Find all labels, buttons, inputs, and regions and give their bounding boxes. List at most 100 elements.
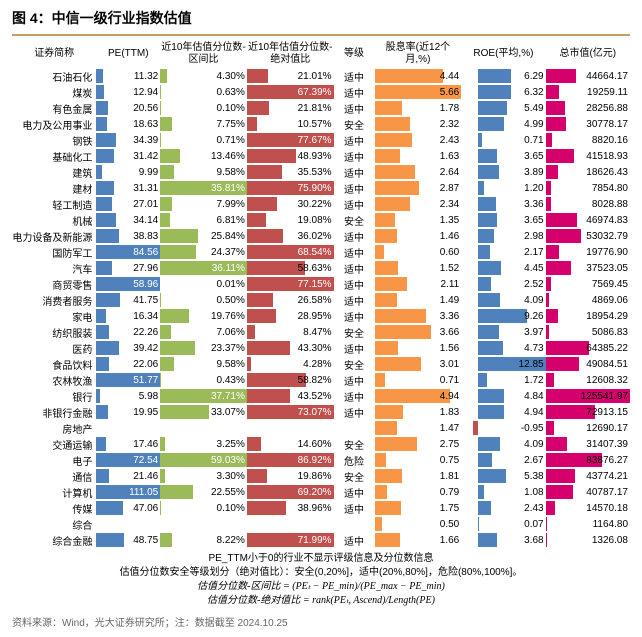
industry-name: 非银行金融: [12, 404, 96, 420]
level: 适中: [334, 388, 375, 404]
footnote: 估值分位数-区间比 = (PEₜ − PE_min)/(PE_max − PE_…: [12, 580, 630, 594]
col-header: 近10年估值分位数-绝对值比: [247, 40, 334, 68]
table-row: 非银行金融19.9533.07%73.07%适中1.834.9472913.15: [12, 404, 630, 420]
level: 安全: [334, 212, 375, 228]
table-row: 交通运输17.463.25%14.60%安全2.754.0931407.39: [12, 436, 630, 452]
footer-notes: PE_TTM小于0的行业不显示评级信息及分位数信息估值分位数安全等级划分（绝对值…: [12, 552, 630, 608]
top-rule: [12, 34, 630, 36]
industry-name: 机械: [12, 212, 96, 228]
industry-name: 商贸零售: [12, 276, 96, 292]
industry-name: 银行: [12, 388, 96, 404]
table-header: 证券简称PE(TTM)近10年估值分位数-区间比近10年估值分位数-绝对值比等级…: [12, 40, 630, 68]
level: 安全: [334, 436, 375, 452]
industry-name: 综合: [12, 516, 96, 532]
valuation-table: 证券简称PE(TTM)近10年估值分位数-区间比近10年估值分位数-绝对值比等级…: [12, 40, 630, 548]
table-row: 汽车27.9636.11%58.63%适中1.524.4537523.05: [12, 260, 630, 276]
table-row: 建材31.3135.81%75.90%适中2.871.207854.80: [12, 180, 630, 196]
table-row: 家电16.3419.76%28.95%适中3.369.2618954.29: [12, 308, 630, 324]
industry-name: 消费者服务: [12, 292, 96, 308]
industry-name: 电力设备及新能源: [12, 228, 96, 244]
industry-name: 医药: [12, 340, 96, 356]
table-row: 煤炭12.940.63%67.39%适中5.666.3219259.11: [12, 84, 630, 100]
col-header: PE(TTM): [96, 40, 160, 68]
level: 适中: [334, 372, 375, 388]
industry-name: 食品饮料: [12, 356, 96, 372]
level: 适中: [334, 308, 375, 324]
level: 适中: [334, 276, 375, 292]
col-header: 股息率(近12个月,%): [375, 40, 462, 68]
table-row: 食品饮料22.069.58%4.28%安全3.0112.8549084.51: [12, 356, 630, 372]
table-row: 有色金属20.560.10%21.81%适中1.785.4928256.88: [12, 100, 630, 116]
table-row: 钢铁34.390.71%77.67%适中2.430.718820.16: [12, 132, 630, 148]
level: 适中: [334, 484, 375, 500]
industry-name: 电子: [12, 452, 96, 468]
table-row: 电子72.5459.03%86.92%危险0.752.6783876.27: [12, 452, 630, 468]
col-header: 近10年估值分位数-区间比: [160, 40, 247, 68]
footnote: PE_TTM小于0的行业不显示评级信息及分位数信息: [12, 552, 630, 566]
table-row: 综合金融48.758.22%71.99%适中1.663.681326.08: [12, 532, 630, 548]
table-row: 建筑9.999.58%35.53%适中2.643.8918626.43: [12, 164, 630, 180]
level: 适中: [334, 164, 375, 180]
col-header: 总市值(亿元): [546, 40, 630, 68]
industry-name: 计算机: [12, 484, 96, 500]
table-row: 机械34.146.81%19.08%安全1.353.6546974.83: [12, 212, 630, 228]
table-row: 电力及公用事业18.637.75%10.57%安全2.324.9930778.1…: [12, 116, 630, 132]
table-row: 商贸零售58.960.01%77.15%适中2.112.527569.45: [12, 276, 630, 292]
table-row: 医药39.4223.37%43.30%适中1.564.7364385.22: [12, 340, 630, 356]
table-row: 石油石化11.324.30%21.01%适中4.446.2944664.17: [12, 68, 630, 84]
level: 适中: [334, 244, 375, 260]
table-row: 国防军工84.5624.37%68.54%适中0.602.1719776.90: [12, 244, 630, 260]
industry-name: 农林牧渔: [12, 372, 96, 388]
level: 适中: [334, 340, 375, 356]
industry-name: 建筑: [12, 164, 96, 180]
table-row: 农林牧渔51.770.43%58.82%适中0.711.7212608.32: [12, 372, 630, 388]
industry-name: 通信: [12, 468, 96, 484]
level: 适中: [334, 180, 375, 196]
level: 适中: [334, 196, 375, 212]
table-row: 综合0.500.071164.80: [12, 516, 630, 532]
industry-name: 汽车: [12, 260, 96, 276]
industry-name: 建材: [12, 180, 96, 196]
table-row: 消费者服务41.750.50%26.58%适中1.494.094869.06: [12, 292, 630, 308]
level: [334, 420, 375, 436]
footnote: 估值分位数安全等级划分（绝对值比）：安全(0,20%]，适中(20%,80%]，…: [12, 566, 630, 580]
industry-name: 传媒: [12, 500, 96, 516]
level: 适中: [334, 500, 375, 516]
level: 危险: [334, 452, 375, 468]
industry-name: 综合金融: [12, 532, 96, 548]
col-header: ROE(平均,%): [461, 40, 545, 68]
table-row: 通信21.463.30%19.86%安全1.815.3843774.21: [12, 468, 630, 484]
level: [334, 516, 375, 532]
table-row: 计算机111.0522.55%69.20%适中0.791.0840787.17: [12, 484, 630, 500]
level: 适中: [334, 228, 375, 244]
industry-name: 交通运输: [12, 436, 96, 452]
col-header: 证券简称: [12, 40, 96, 68]
table-row: 电力设备及新能源38.8325.84%36.02%适中1.462.9853032…: [12, 228, 630, 244]
table-row: 房地产1.47-0.9512690.17: [12, 420, 630, 436]
industry-name: 轻工制造: [12, 196, 96, 212]
level: 适中: [334, 132, 375, 148]
level: 安全: [334, 324, 375, 340]
chart-title: 图 4：中信一级行业指数估值: [12, 8, 630, 28]
level: 适中: [334, 532, 375, 548]
industry-name: 纺织服装: [12, 324, 96, 340]
level: 适中: [334, 100, 375, 116]
table-row: 传媒47.060.10%38.96%适中1.752.4314570.18: [12, 500, 630, 516]
chart-container: 图 4：中信一级行业指数估值 证券简称PE(TTM)近10年估值分位数-区间比近…: [0, 0, 642, 637]
level: 适中: [334, 148, 375, 164]
industry-name: 煤炭: [12, 84, 96, 100]
industry-name: 有色金属: [12, 100, 96, 116]
level: 适中: [334, 404, 375, 420]
industry-name: 国防军工: [12, 244, 96, 260]
industry-name: 电力及公用事业: [12, 116, 96, 132]
col-header: 等级: [334, 40, 375, 68]
level: 安全: [334, 468, 375, 484]
level: 安全: [334, 356, 375, 372]
level: 适中: [334, 84, 375, 100]
level: 适中: [334, 292, 375, 308]
level: 适中: [334, 68, 375, 84]
table-row: 轻工制造27.017.99%30.22%适中2.343.368028.88: [12, 196, 630, 212]
table-row: 纺织服装22.267.06%8.47%安全3.663.975086.83: [12, 324, 630, 340]
industry-name: 钢铁: [12, 132, 96, 148]
table-row: 银行5.9837.71%43.52%适中4.944.84125541.97: [12, 388, 630, 404]
